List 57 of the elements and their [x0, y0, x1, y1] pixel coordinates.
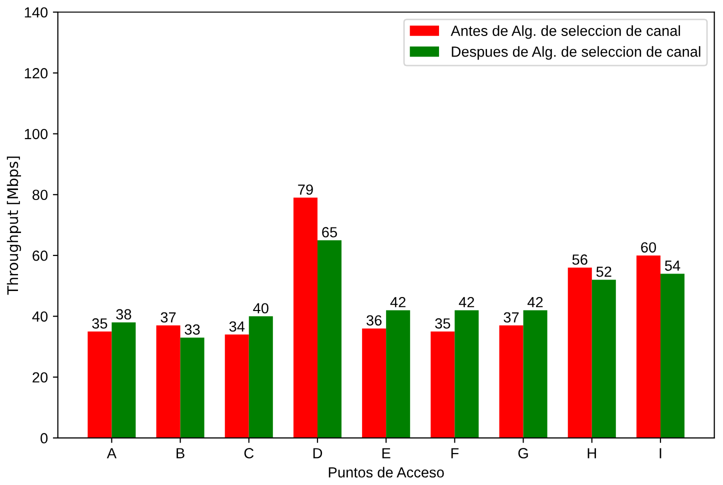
- x-tick-label: F: [451, 448, 459, 458]
- bar: [224, 334, 249, 438]
- bar: [362, 328, 386, 438]
- y-tick-label: 60: [32, 250, 48, 261]
- legend-label: Despues de Alg. de seleccion de canal: [452, 46, 700, 60]
- y-tick-label: 120: [24, 68, 48, 78]
- data-label: 36: [366, 315, 382, 326]
- data-label: 60: [641, 242, 656, 253]
- y-tick-label: 80: [32, 190, 48, 200]
- bar: [156, 325, 180, 438]
- x-tick-label: E: [382, 448, 390, 458]
- data-label: 79: [298, 184, 313, 195]
- bar: [568, 268, 592, 438]
- data-label: 37: [160, 312, 176, 323]
- data-label: 35: [435, 318, 450, 329]
- data-label: 52: [596, 266, 612, 277]
- data-label: 65: [322, 227, 337, 238]
- bar: [523, 310, 548, 438]
- x-tick-label: G: [518, 448, 528, 458]
- bar: [180, 338, 204, 438]
- data-label: 56: [572, 254, 588, 265]
- y-tick-label: 100: [24, 128, 48, 140]
- data-label: 54: [664, 260, 680, 271]
- bar: [636, 255, 660, 438]
- data-label: 40: [253, 303, 268, 314]
- x-axis-title: Puntos de Acceso: [328, 466, 444, 478]
- bar: [454, 310, 479, 438]
- data-label: 42: [458, 296, 474, 308]
- y-axis-title: Throughput [Mbps]: [6, 156, 22, 295]
- bar: [660, 274, 684, 438]
- bar: [248, 316, 273, 438]
- x-tick-label: C: [244, 448, 254, 458]
- data-label: 38: [116, 309, 132, 320]
- bar: [499, 325, 524, 438]
- x-tick-label: H: [588, 448, 596, 458]
- y-tick-label: 140: [24, 7, 48, 18]
- y-tick-label: 40: [32, 311, 48, 322]
- data-label: 42: [390, 296, 406, 308]
- data-label: 42: [528, 296, 543, 308]
- x-tick-label: A: [106, 448, 117, 458]
- legend-label: Antes de Alg. de seleccion de canal: [450, 25, 680, 39]
- bar: [112, 322, 136, 438]
- data-label: 34: [229, 321, 245, 332]
- data-label: 37: [504, 312, 519, 323]
- x-tick-label: I: [660, 448, 662, 458]
- bar: [592, 280, 616, 438]
- y-tick-label: 20: [32, 372, 48, 383]
- bar: [430, 331, 455, 438]
- bar: [317, 240, 342, 438]
- data-label: 35: [92, 318, 108, 329]
- x-tick-label: D: [313, 448, 322, 458]
- y-tick-label: 0: [40, 433, 48, 444]
- bar: [88, 331, 112, 438]
- x-tick-label: B: [176, 448, 184, 458]
- data-label: 33: [184, 324, 200, 335]
- bar: [386, 310, 410, 438]
- bar: [293, 198, 318, 438]
